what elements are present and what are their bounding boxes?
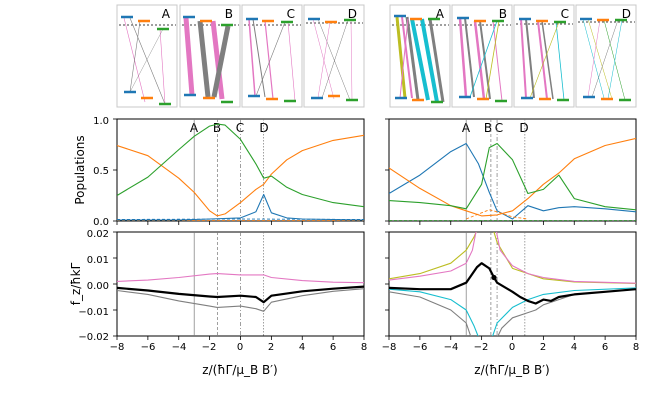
force-right-xtick-labels: −8 −6 −4 −2 0 2 4 6 8 xyxy=(382,342,640,353)
diagram-label-left-d: D xyxy=(348,7,357,21)
force-right-plot xyxy=(385,231,637,340)
diagram-panel-right-b xyxy=(451,4,513,108)
force-y-axis-label: f_z/ħkΓ xyxy=(69,262,83,305)
pop-right-clip-area xyxy=(389,119,636,221)
force-right-x-axis-label: z/(ħΓ/μ_B B′) xyxy=(474,363,549,377)
xtick-label-left-2: 2 xyxy=(268,342,274,353)
diagram-right-a-lines xyxy=(392,14,449,104)
diagram-left-b-lines xyxy=(182,15,239,104)
xtick-label-left-m2: −2 xyxy=(202,342,217,353)
diagram-label-right-d: D xyxy=(622,7,631,21)
diagram-label-left-b: B xyxy=(225,7,233,21)
force-right-series-gray xyxy=(389,288,636,336)
xtick-label-right-2: 2 xyxy=(540,342,546,353)
xtick-label-right-4: 4 xyxy=(571,342,577,353)
diagram-left-a-lines xyxy=(119,15,176,106)
force-left-series-gray xyxy=(117,288,364,312)
xtick-label-left-4: 4 xyxy=(299,342,305,353)
diagram-left-d-lines xyxy=(306,17,363,102)
diagram-panel-left-b xyxy=(179,4,241,108)
diagram-label-left-c: C xyxy=(287,7,295,21)
pop-right-series-blue xyxy=(389,142,636,220)
force-left-plot xyxy=(113,231,365,340)
force-ytick-label-m001: −0.01 xyxy=(78,307,109,318)
marker-label-left-c: C xyxy=(236,121,244,135)
diagram-group-right: A B C D xyxy=(389,4,637,108)
pop-ytick-label-1: 1.0 xyxy=(93,116,109,127)
force-left-clip-area xyxy=(117,232,364,336)
pop-right-dashed-orange xyxy=(466,209,528,220)
force-right-point-marker xyxy=(491,274,497,281)
marker-label-right-c: C xyxy=(495,121,503,135)
diagram-right-d-lines xyxy=(578,17,635,102)
pop-left-series-green xyxy=(117,123,364,208)
xtick-label-left-m6: −6 xyxy=(141,342,156,353)
force-right-clip-area xyxy=(389,232,636,336)
xtick-label-right-0: 0 xyxy=(509,342,515,353)
pop-left-dashed-blue xyxy=(117,218,364,220)
diagram-right-c-lines xyxy=(516,17,573,102)
pop-right-plot xyxy=(385,118,637,225)
diagram-group-left: A B C D xyxy=(116,4,365,108)
pop-right-marker-labels: A B C D xyxy=(462,121,529,135)
pop-left-marker-labels: A B C D xyxy=(190,121,269,135)
force-left-series-total xyxy=(117,285,364,304)
pop-left-series-blue xyxy=(117,193,364,221)
diagram-label-left-a: A xyxy=(162,7,171,21)
xtick-label-left-m8: −8 xyxy=(110,342,125,353)
diagram-panel-right-a xyxy=(389,4,451,108)
axes-force-right-frame xyxy=(388,231,637,337)
diagram-label-right-b: B xyxy=(499,7,507,21)
xtick-label-left-0: 0 xyxy=(237,342,243,353)
force-ytick-label-002: 0.02 xyxy=(87,229,109,240)
xtick-label-right-m4: −4 xyxy=(444,342,459,353)
pop-right-series-orange xyxy=(389,137,636,217)
xtick-label-right-m2: −2 xyxy=(474,342,489,353)
pop-right-series-green xyxy=(389,142,636,211)
diagram-panel-left-a xyxy=(116,4,178,108)
xtick-label-left-6: 6 xyxy=(330,342,336,353)
diagram-left-c-lines xyxy=(244,17,301,103)
diagram-label-right-a: A xyxy=(436,7,445,21)
diagram-label-right-c: C xyxy=(561,7,569,21)
diagram-panel-left-d xyxy=(303,4,365,108)
force-ytick-label-001: 0.01 xyxy=(87,255,109,266)
xtick-label-right-8: 8 xyxy=(633,342,639,353)
force-left-x-axis-label: z/(ħΓ/μ_B B′) xyxy=(202,363,277,377)
pop-left-series-orange xyxy=(117,134,364,217)
pop-ytick-label-05: 0.5 xyxy=(93,166,109,177)
xtick-label-left-8: 8 xyxy=(361,342,367,353)
diagram-panel-left-c xyxy=(241,4,303,108)
diagram-panel-right-d xyxy=(575,4,637,108)
force-left-xtick-labels: −8 −6 −4 −2 0 2 4 6 8 xyxy=(110,342,368,353)
force-ytick-label-000: 0.00 xyxy=(87,281,109,292)
pop-ytick-label-0: 0.0 xyxy=(93,217,109,228)
marker-label-left-b: B xyxy=(213,121,221,135)
pop-y-axis-label: Populations xyxy=(73,135,87,204)
xtick-label-left-m4: −4 xyxy=(172,342,187,353)
xtick-label-right-6: 6 xyxy=(602,342,608,353)
force-right-series-pink xyxy=(389,232,636,284)
force-right-series-cyan xyxy=(389,287,636,336)
force-right-series-olive xyxy=(389,232,636,285)
pop-left-plot xyxy=(113,118,365,225)
force-right-series-total xyxy=(389,262,636,305)
pop-left-clip-area xyxy=(117,119,364,221)
xtick-label-right-m6: −6 xyxy=(413,342,428,353)
marker-label-right-d: D xyxy=(519,121,528,135)
force-ytick-label-m002: −0.02 xyxy=(78,332,109,343)
xtick-label-right-m8: −8 xyxy=(382,342,397,353)
diagram-right-b-lines xyxy=(454,16,511,103)
marker-label-right-b: B xyxy=(484,121,492,135)
force-left-series-pink xyxy=(117,273,364,284)
diagram-panel-right-c xyxy=(513,4,575,108)
